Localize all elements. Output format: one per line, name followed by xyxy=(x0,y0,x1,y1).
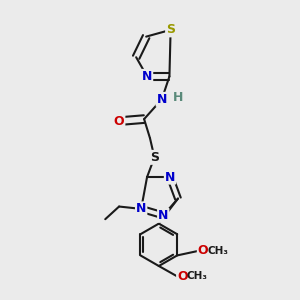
Text: H: H xyxy=(173,92,183,104)
Text: O: O xyxy=(177,270,188,283)
Text: O: O xyxy=(114,115,124,128)
Text: O: O xyxy=(198,244,208,257)
Text: N: N xyxy=(165,171,175,184)
Text: N: N xyxy=(157,93,167,106)
Text: S: S xyxy=(150,151,159,164)
Text: S: S xyxy=(166,23,175,36)
Text: CH₃: CH₃ xyxy=(207,246,228,256)
Text: N: N xyxy=(136,202,146,215)
Text: N: N xyxy=(142,70,152,83)
Text: CH₃: CH₃ xyxy=(187,271,208,281)
Text: N: N xyxy=(158,209,168,222)
